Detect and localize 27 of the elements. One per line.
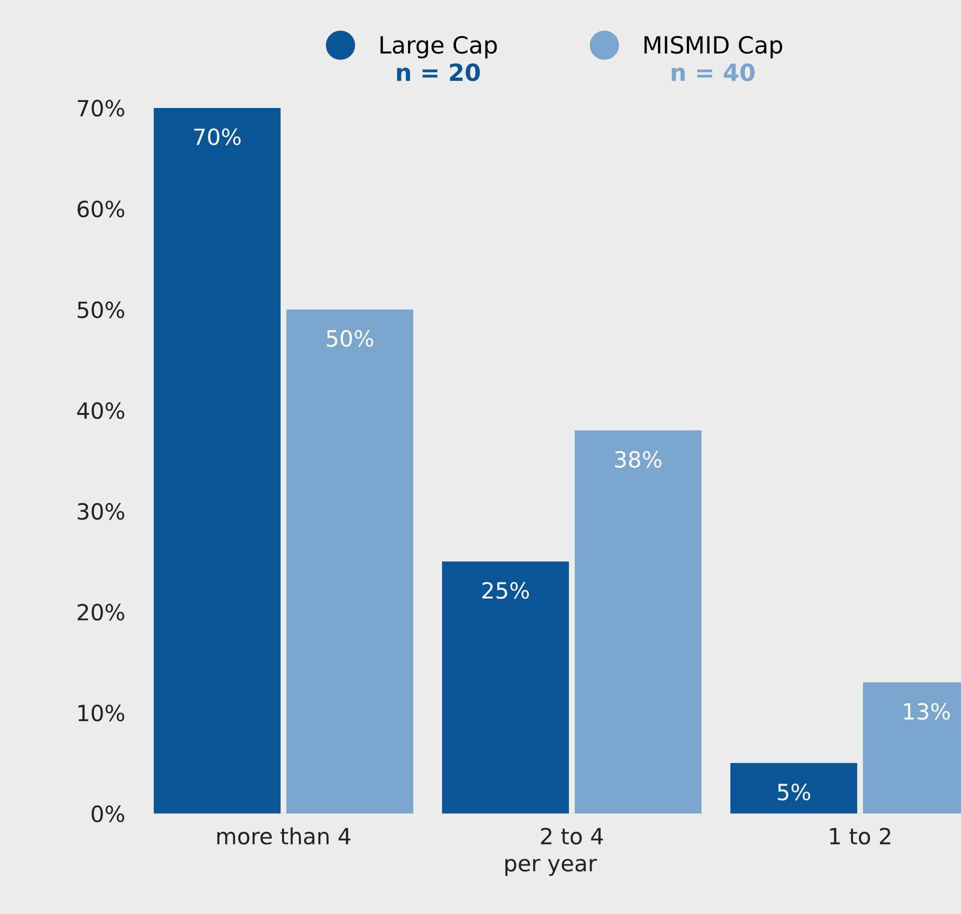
data-label: 13% [904,702,950,720]
bar [574,430,702,814]
legend-label: Large Cap [380,36,497,58]
text: n = 20 [397,63,480,82]
bar [154,108,281,814]
y-tick-label: 50% [78,301,124,318]
bar [286,309,414,814]
legend-label: MISMID Cap [644,36,782,58]
text: n = 40 [672,63,755,82]
y-tick-label: 40% [77,402,124,420]
y-tick-label: 60% [78,200,124,218]
y-tick-label: 30% [78,503,124,520]
x-axis-title: per year [505,858,597,876]
y-tick-label: 20% [78,604,124,621]
y-tick-label: 70% [78,100,124,117]
y-tick-label: 0% [92,805,124,822]
x-tick-label: 2 to 4 [541,828,603,845]
bar [730,763,858,814]
bar [442,561,569,814]
data-label: 50% [326,330,374,347]
data-label: 25% [482,582,529,599]
data-label: 38% [615,450,662,468]
x-tick-label: more than 4 [217,827,350,845]
x-tick-label: 1 to 2 [830,828,890,845]
data-label: 70% [194,128,241,146]
y-tick-label: 10% [78,704,124,722]
data-label: 5% [778,784,810,800]
